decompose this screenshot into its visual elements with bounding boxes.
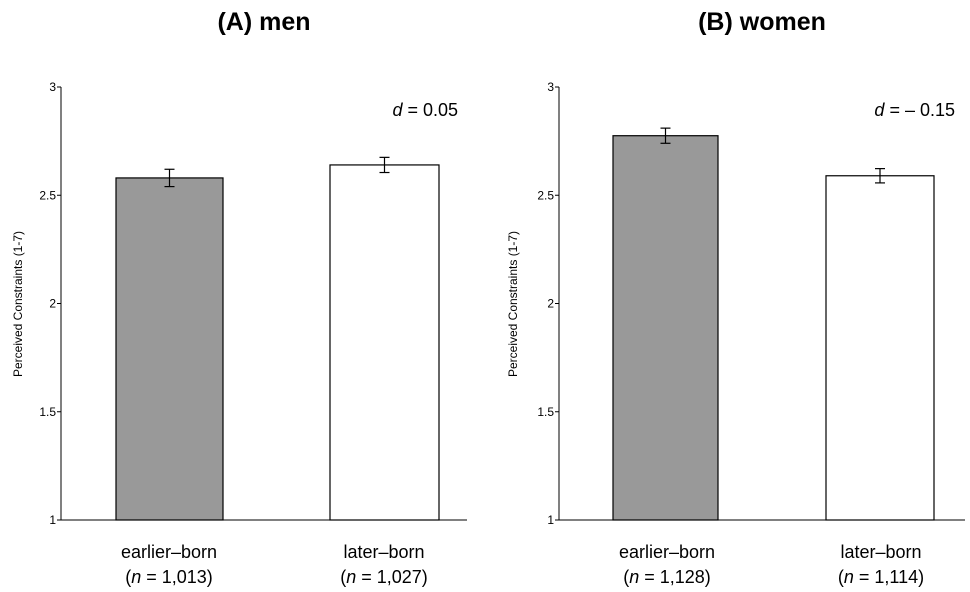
bar (115, 177, 224, 521)
y-tick-label: 3 (547, 80, 554, 94)
y-tick-label: 3 (49, 80, 56, 94)
panel-women: (B) women Perceived Constraints (1-7) 11… (506, 8, 965, 587)
y-tick-label: 2 (49, 297, 56, 311)
n-value: = 1,013) (141, 567, 213, 587)
effect-size-symbol: d (392, 100, 403, 120)
panel-title: (A) men (217, 8, 310, 36)
n-value: = 1,114) (854, 567, 924, 587)
n-value: = 1,128) (639, 567, 711, 587)
y-axis-label: Perceived Constraints (1-7) (506, 231, 520, 377)
n-symbol: n (629, 567, 639, 587)
n-symbol: n (844, 567, 854, 587)
effect-size-label: d = – 0.15 (874, 100, 955, 120)
category-label: later–born (840, 542, 921, 562)
bar (329, 164, 440, 521)
sample-size-label: (n = 1,114) (838, 567, 924, 587)
y-tick-label: 1 (49, 513, 56, 527)
bar (825, 175, 935, 521)
effect-size-value: = – 0.15 (884, 100, 955, 120)
category-label: earlier–born (619, 542, 715, 562)
effect-size-symbol: d (874, 100, 885, 120)
effect-size-label: d = 0.05 (392, 100, 458, 120)
panel-men: (A) men Perceived Constraints (1-7) 1 1.5… (11, 8, 467, 587)
sample-size-label: (n = 1,013) (125, 567, 213, 587)
n-symbol: n (346, 567, 356, 587)
category-label: later–born (343, 542, 424, 562)
bars (115, 156, 440, 521)
y-tick-label: 1.5 (39, 405, 56, 419)
y-axis-label: Perceived Constraints (1-7) (11, 231, 25, 377)
y-tick-label: 1 (547, 513, 554, 527)
effect-size-value: = 0.05 (402, 100, 458, 120)
n-symbol: n (131, 567, 141, 587)
bars (612, 127, 935, 521)
y-tick-label: 2.5 (39, 188, 56, 202)
y-tick-label: 2 (547, 297, 554, 311)
y-ticks: 1 1.5 2 2.5 3 (39, 80, 61, 527)
y-tick-label: 1.5 (537, 405, 554, 419)
y-ticks: 1 1.5 2 2.5 3 (537, 80, 559, 527)
panel-title: (B) women (698, 8, 826, 36)
y-tick-label: 2.5 (537, 188, 554, 202)
bar (612, 135, 719, 521)
category-label: earlier–born (121, 542, 217, 562)
n-value: = 1,027) (356, 567, 428, 587)
sample-size-label: (n = 1,027) (340, 567, 428, 587)
sample-size-label: (n = 1,128) (623, 567, 711, 587)
